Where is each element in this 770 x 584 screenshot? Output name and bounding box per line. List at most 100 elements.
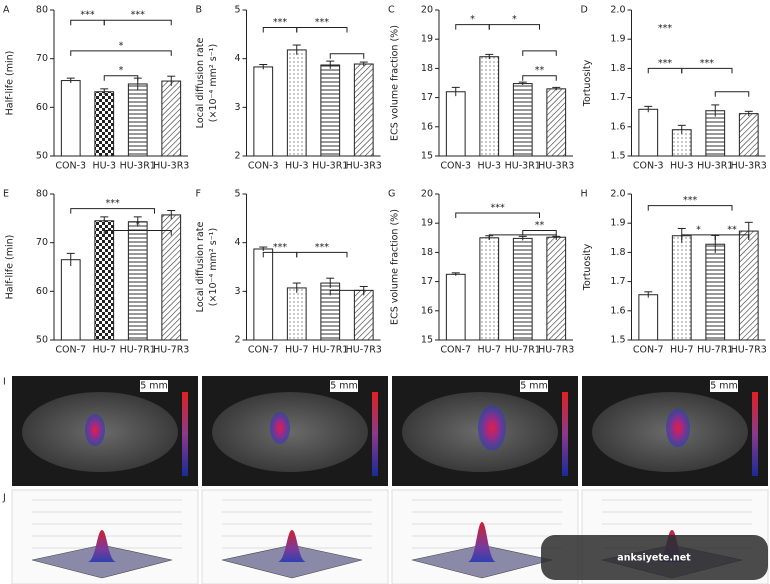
y-tick-label: 15: [421, 335, 433, 346]
y-tick-label: 80: [36, 5, 48, 16]
panel-label: J: [2, 493, 6, 504]
x-tick-label: HU-7R1: [120, 345, 156, 356]
significance-label: *: [135, 220, 140, 231]
y-tick-label: 19: [421, 34, 433, 45]
tracer-signal: [270, 412, 290, 444]
bar: [546, 88, 567, 157]
significance-bracket: [714, 234, 750, 240]
x-tick-label: HU-7: [670, 345, 694, 356]
panel-label: C: [388, 5, 395, 16]
y-tick-label: 19: [421, 218, 433, 229]
significance-bracket: [103, 230, 172, 236]
significance-bracket: [681, 67, 733, 74]
bar: [479, 56, 500, 157]
significance-bracket: [329, 289, 365, 296]
scale-bar-label: 5 mm: [710, 381, 738, 392]
significance-label: ***: [658, 58, 673, 69]
x-tick-label: HU-7R3: [538, 345, 574, 356]
significance-bracket: [103, 19, 172, 26]
y-tick-label: 60: [36, 102, 48, 113]
bar: [60, 80, 81, 157]
y-tick-label: 50: [36, 151, 48, 162]
x-tick-label: HU-3R3: [538, 161, 574, 172]
panel-label: E: [3, 189, 9, 200]
brain-slice: [212, 392, 368, 472]
significance-label: ***: [106, 198, 121, 209]
bar: [705, 110, 726, 157]
scale-bar-box: [520, 380, 548, 392]
scale-bar-label: 5 mm: [520, 381, 548, 392]
x-tick-label: HU-7R1: [505, 345, 541, 356]
bar: [94, 91, 115, 157]
y-axis-label: Tortuosity: [582, 59, 593, 107]
scale-bar-box: [140, 380, 168, 392]
bar: [353, 63, 374, 157]
colorbar: [562, 392, 568, 476]
bar: [253, 248, 274, 341]
y-tick-label: 70: [36, 237, 48, 248]
y-tick-label: 3: [234, 102, 240, 113]
panel-label: I: [3, 377, 6, 388]
bar: [161, 80, 182, 157]
x-tick-label: HU-3R1: [312, 161, 348, 172]
significance-bracket: [70, 208, 155, 214]
y-tick-label: 17: [421, 92, 433, 103]
panel-label: B: [196, 5, 203, 16]
colorbar: [182, 392, 188, 476]
significance-bracket: [647, 205, 733, 211]
y-axis-label: Local diffusion rate: [195, 38, 206, 129]
y-tick-label: 1.9: [610, 34, 625, 45]
significance-bracket: [296, 251, 348, 258]
significance-label: ***: [273, 17, 288, 28]
x-tick-label: HU-7R3: [153, 345, 189, 356]
x-tick-label: HU-3: [285, 161, 309, 172]
x-tick-label: HU-3R1: [120, 161, 156, 172]
significance-bracket: [522, 75, 557, 81]
significance-label: **: [535, 220, 545, 231]
significance-label: ***: [491, 202, 506, 213]
bar: [60, 259, 81, 341]
panel-label: G: [388, 189, 395, 200]
significance-label: ***: [131, 10, 146, 21]
scale-bar-box: [330, 380, 358, 392]
bar: [546, 236, 567, 341]
significance-label: *: [696, 224, 701, 235]
scale-bar-label: 5 mm: [140, 381, 168, 392]
x-tick-label: CON-7: [633, 345, 664, 356]
significance-label: ***: [683, 195, 698, 206]
y-axis-label: Tortuosity: [582, 243, 593, 291]
tracer-signal: [85, 414, 105, 446]
bar: [638, 294, 659, 341]
y-tick-label: 4: [234, 237, 240, 248]
surface-peak: [88, 530, 116, 562]
significance-bracket: [296, 27, 348, 33]
significance-label: *: [512, 14, 517, 25]
x-tick-label: HU-3R1: [697, 161, 733, 172]
x-tick-label: CON-3: [633, 161, 664, 172]
y-tick-label: 60: [36, 286, 48, 297]
x-tick-label: HU-7R3: [346, 345, 382, 356]
y-tick-label: 20: [421, 189, 433, 200]
y-tick-label: 2: [234, 151, 240, 162]
bar: [286, 49, 307, 157]
y-axis-label: (×10⁻⁴ mm² s⁻¹): [208, 44, 219, 122]
bar: [705, 243, 726, 341]
x-tick-label: HU-7R1: [312, 345, 348, 356]
bar: [445, 273, 466, 341]
significance-label: ***: [80, 10, 95, 21]
tracer-signal: [666, 408, 690, 448]
y-tick-label: 17: [421, 276, 433, 287]
y-tick-label: 70: [36, 53, 48, 64]
y-tick-label: 1.6: [610, 305, 625, 316]
bar: [671, 235, 692, 341]
y-tick-label: 16: [421, 121, 433, 132]
tracer-signal: [478, 405, 506, 451]
y-tick-label: 5: [234, 5, 240, 16]
y-tick-label: 20: [421, 5, 433, 16]
panel-label: A: [3, 5, 10, 16]
y-tick-label: 50: [36, 335, 48, 346]
y-tick-label: 1.5: [610, 151, 625, 162]
significance-bracket: [714, 91, 750, 97]
y-axis-label: Local diffusion rate: [195, 222, 206, 313]
x-tick-label: HU-7: [285, 345, 309, 356]
